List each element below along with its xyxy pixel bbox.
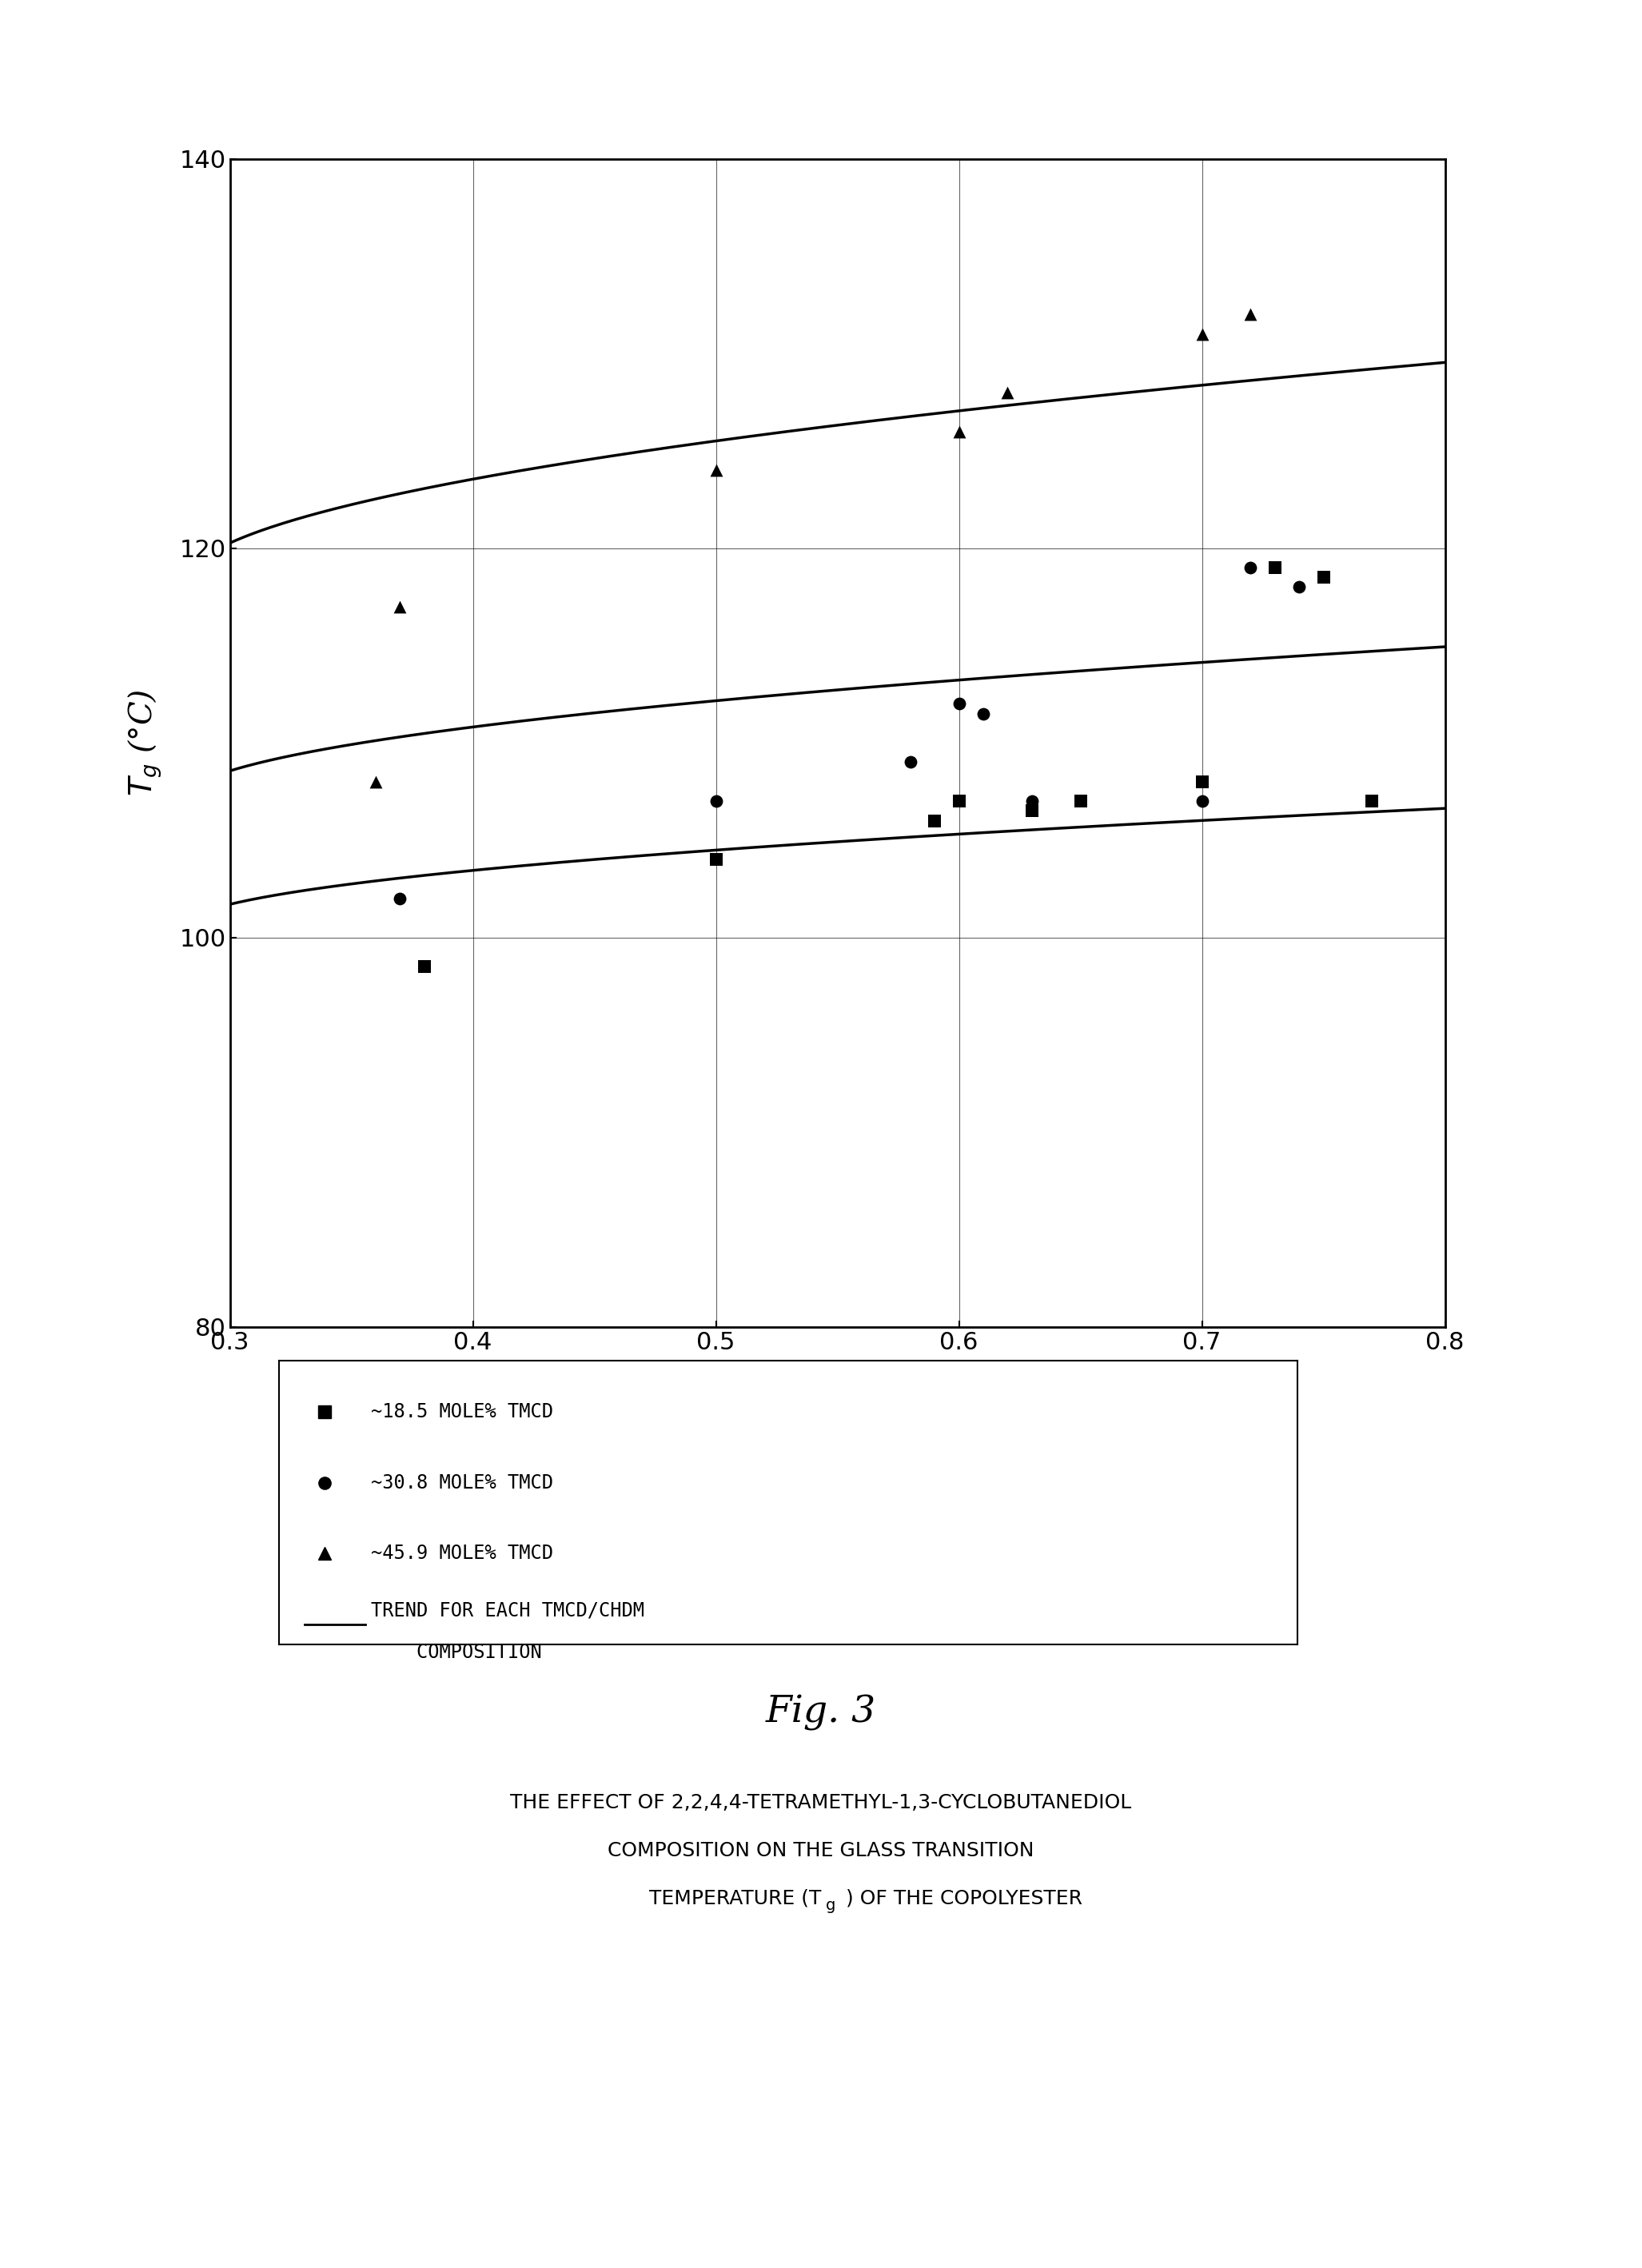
X-axis label: IV (dl/g): IV (dl/g) (773, 1370, 901, 1399)
Point (1261, 549, 1287, 585)
Point (703, 841, 729, 878)
Text: Fig. 3: Fig. 3 (765, 1694, 877, 1730)
Point (946, 413, 972, 449)
Text: ~45.9 MOLE% TMCD: ~45.9 MOLE% TMCD (371, 1545, 553, 1563)
Point (995, 374, 1021, 411)
Y-axis label: $T_g$ (°C): $T_g$ (°C) (126, 689, 164, 796)
Point (1018, 782, 1044, 819)
Point (1360, 782, 1386, 819)
Point (388, 587, 414, 624)
Text: ) OF THE COPOLYESTER: ) OF THE COPOLYESTER (846, 1889, 1082, 1907)
Point (1310, 560, 1337, 596)
Point (1067, 782, 1094, 819)
Text: COMPOSITION ON THE GLASS TRANSITION: COMPOSITION ON THE GLASS TRANSITION (608, 1842, 1034, 1860)
Point (1018, 794, 1044, 830)
Text: THE EFFECT OF 2,2,4,4-TETRAMETHYL-1,3-CYCLOBUTANEDIOL: THE EFFECT OF 2,2,4,4-TETRAMETHYL-1,3-CY… (511, 1794, 1131, 1812)
Point (1238, 549, 1264, 585)
Point (921, 803, 947, 839)
Text: ~30.8 MOLE% TMCD: ~30.8 MOLE% TMCD (371, 1474, 553, 1492)
Point (703, 451, 729, 488)
Point (703, 782, 729, 819)
Text: TEMPERATURE (T: TEMPERATURE (T (649, 1889, 821, 1907)
Text: TREND FOR EACH TMCD/CHDM: TREND FOR EACH TMCD/CHDM (371, 1601, 644, 1619)
Text: ~18.5 MOLE% TMCD: ~18.5 MOLE% TMCD (371, 1402, 553, 1422)
Point (970, 696, 997, 733)
Point (363, 764, 389, 801)
Point (946, 685, 972, 721)
Text: COMPOSITION: COMPOSITION (371, 1644, 542, 1662)
Point (1238, 297, 1264, 333)
Point (388, 880, 414, 916)
Point (1286, 569, 1312, 606)
Point (1189, 782, 1215, 819)
Point (410, 948, 437, 984)
Text: g: g (826, 1898, 836, 1912)
Point (1189, 764, 1215, 801)
Point (897, 744, 923, 780)
Point (1189, 315, 1215, 352)
Point (946, 782, 972, 819)
